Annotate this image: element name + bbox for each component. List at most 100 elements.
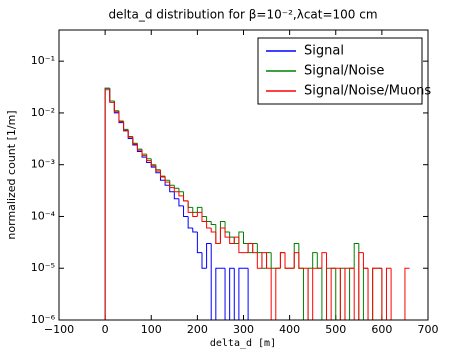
histogram-step — [127, 130, 133, 138]
histogram-step — [196, 232, 202, 254]
histogram-step — [404, 267, 410, 320]
histogram-step — [206, 243, 212, 269]
x-axis-label: delta_d [m] — [210, 338, 276, 349]
histogram-step — [312, 267, 318, 320]
histogram-step — [146, 157, 152, 164]
histogram-step — [104, 87, 110, 320]
x-tick-label: 600 — [371, 323, 392, 336]
histogram-step — [178, 188, 184, 193]
histogram-step — [321, 268, 327, 321]
histogram-step — [132, 136, 138, 144]
histogram-step — [196, 206, 202, 213]
histogram-step — [307, 268, 313, 321]
histogram-step — [150, 160, 156, 167]
histogram-step — [132, 137, 138, 145]
histogram-step — [344, 267, 350, 320]
histogram-step — [173, 187, 179, 193]
histogram-step — [238, 231, 244, 244]
histogram-step — [367, 268, 373, 321]
histogram-step — [344, 268, 350, 321]
histogram-step — [104, 89, 110, 320]
histogram-step — [150, 158, 156, 166]
histogram-step — [136, 144, 143, 151]
histogram-step — [284, 252, 290, 269]
histogram-step — [183, 205, 189, 217]
histogram-step — [210, 221, 216, 225]
histogram-step — [284, 252, 290, 269]
legend-label: Signal — [304, 44, 344, 59]
histogram-step — [113, 102, 119, 113]
histogram-step — [118, 111, 124, 123]
y-tick-label: 10⁻⁵ — [31, 261, 55, 274]
histogram-step — [372, 267, 378, 320]
histogram-step — [358, 252, 364, 320]
histogram-step — [326, 252, 332, 321]
histogram-step — [201, 207, 207, 217]
histogram-step — [192, 227, 198, 233]
histogram-step — [155, 165, 161, 172]
histogram-step — [270, 252, 276, 269]
histogram-step — [312, 252, 318, 269]
histogram-step — [201, 212, 207, 222]
histogram-step — [316, 252, 322, 269]
histogram-step — [339, 267, 345, 320]
histogram-step — [201, 252, 207, 269]
histogram-step — [109, 89, 115, 103]
histogram-step — [233, 237, 239, 245]
histogram-step — [109, 88, 115, 102]
histogram-step — [293, 243, 299, 269]
histogram-step — [390, 268, 396, 321]
histogram-step — [229, 267, 235, 320]
x-tick-label: 700 — [418, 323, 439, 336]
histogram-step — [192, 207, 198, 213]
chart-title: delta_d distribution for β=10⁻²,λcat=100… — [108, 8, 377, 22]
histogram-step — [233, 268, 239, 321]
histogram-step — [256, 252, 262, 269]
histogram-step — [206, 216, 212, 222]
histogram-step — [335, 268, 341, 321]
histogram-step — [224, 268, 230, 321]
histogram-step — [210, 243, 216, 321]
histogram-step — [219, 227, 226, 244]
histogram-step — [252, 243, 258, 254]
histogram-step — [330, 267, 336, 320]
histogram-step — [298, 252, 304, 269]
y-axis-label: normalized count [1/m] — [5, 110, 18, 239]
histogram-step — [298, 243, 304, 269]
y-tick-label: 10⁻¹ — [31, 54, 55, 67]
histogram-step — [187, 216, 193, 229]
x-tick-label: −100 — [44, 323, 74, 336]
histogram-step — [381, 268, 387, 321]
histogram-step — [136, 143, 143, 150]
histogram-step — [219, 220, 226, 244]
histogram-step — [362, 252, 369, 269]
histogram-step — [178, 191, 184, 197]
histogram-step — [192, 212, 198, 217]
histogram-step — [233, 236, 239, 244]
histogram-step — [293, 252, 299, 269]
legend-label: Signal/Noise/Muons — [304, 84, 431, 99]
histogram-step — [261, 252, 267, 269]
histogram-step — [362, 267, 369, 320]
histogram-step — [243, 232, 249, 245]
histogram-step — [187, 200, 193, 208]
histogram-step — [183, 191, 189, 202]
x-tick-label: 400 — [279, 323, 300, 336]
histogram-step — [353, 243, 359, 269]
histogram-step — [224, 221, 230, 233]
histogram-step — [252, 243, 258, 253]
histogram-step — [146, 154, 152, 160]
histogram-step — [173, 191, 179, 200]
legend-label: Signal/Noise — [304, 64, 384, 79]
histogram-step — [279, 252, 286, 269]
histogram-step — [339, 268, 345, 321]
histogram-step — [358, 243, 364, 321]
y-tick-label: 10⁻³ — [31, 158, 55, 171]
histogram-step — [215, 232, 221, 245]
histogram-step — [104, 87, 110, 320]
histogram-step — [302, 268, 309, 321]
histogram-step — [349, 267, 355, 320]
histogram-step — [159, 171, 166, 178]
